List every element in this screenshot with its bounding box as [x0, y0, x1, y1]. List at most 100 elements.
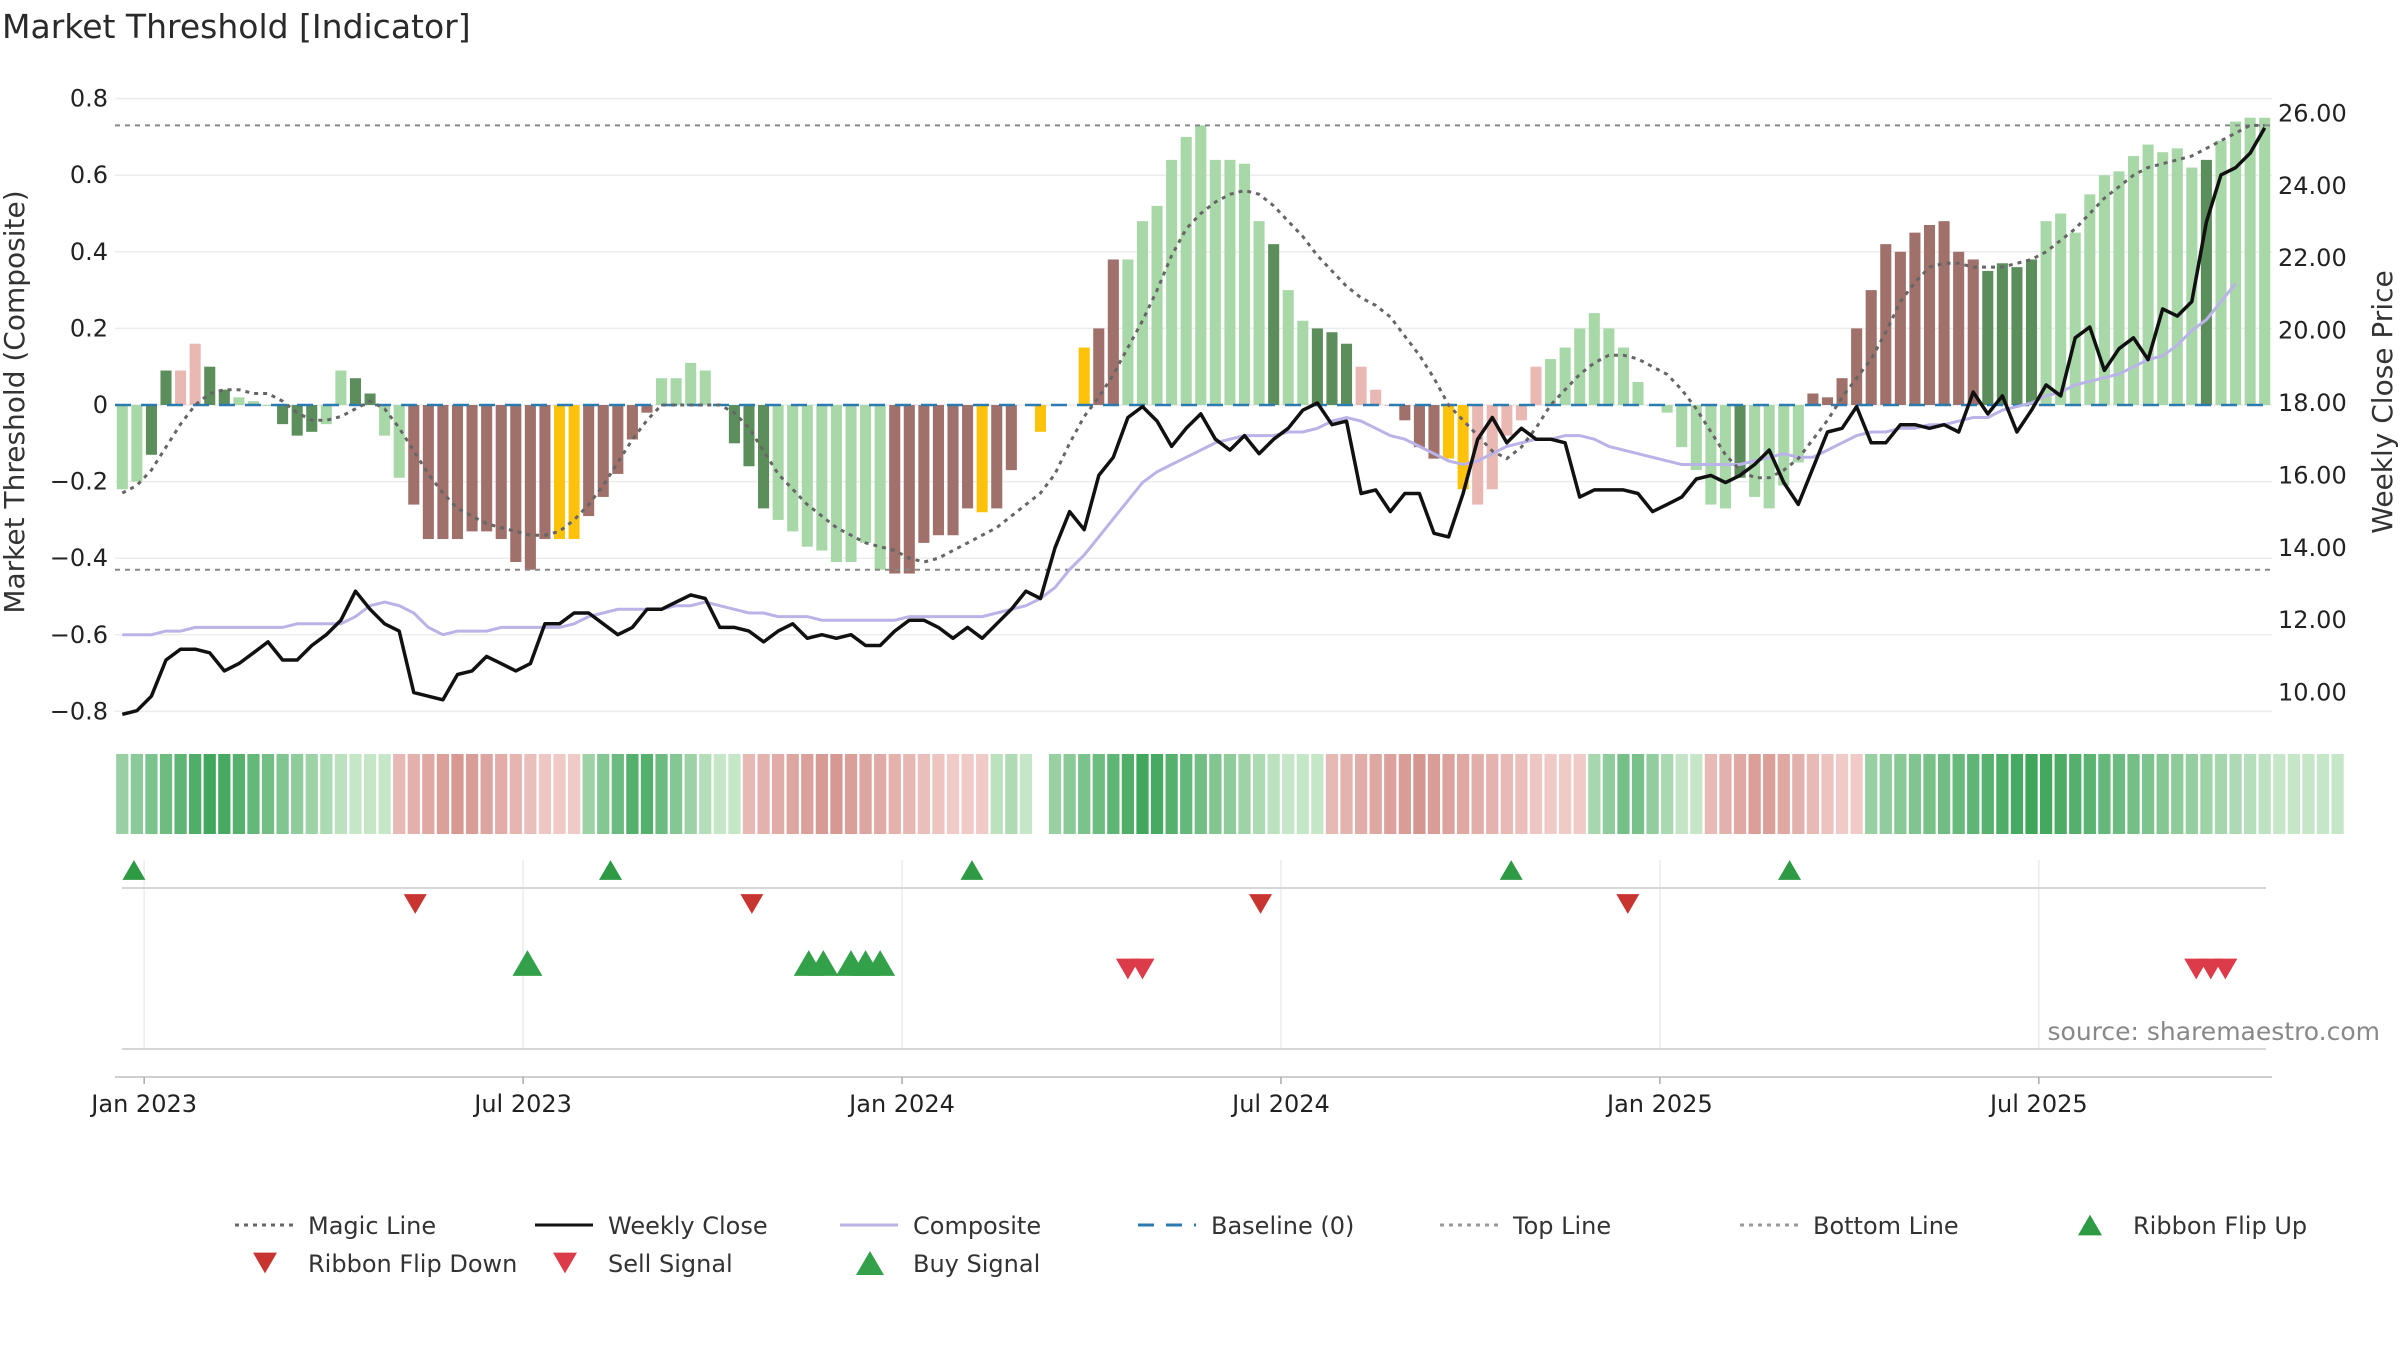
composite-bar — [1705, 405, 1717, 505]
legend-item: Composite — [840, 1212, 1041, 1240]
composite-bar — [1836, 378, 1848, 405]
ribbon-cell — [2200, 754, 2213, 834]
composite-bar — [1107, 259, 1119, 405]
composite-bar — [2113, 171, 2125, 405]
composite-bar — [1719, 405, 1732, 509]
ribbon-cell — [830, 754, 843, 834]
composite-bar — [874, 405, 886, 570]
ribbon-cell — [130, 754, 143, 834]
ribbon-cell — [713, 754, 726, 834]
composite-bar — [1209, 159, 1221, 405]
composite-bar — [1413, 405, 1425, 448]
composite-bar — [1807, 393, 1819, 405]
legend-label: Buy Signal — [913, 1250, 1040, 1278]
legend-label: Bottom Line — [1813, 1212, 1959, 1240]
composite-bar — [991, 405, 1003, 509]
composite-bar — [1603, 328, 1615, 405]
ribbon-cell — [189, 754, 202, 834]
composite-bar — [2084, 194, 2096, 405]
legend-label: Top Line — [1512, 1212, 1611, 1240]
ribbon-cell — [291, 754, 304, 834]
composite-bar — [218, 389, 230, 405]
left-tick-label: 0.8 — [70, 85, 108, 113]
ribbon-cell — [1092, 754, 1105, 834]
composite-bar — [466, 405, 478, 532]
composite-bar — [612, 405, 624, 474]
composite-bar — [1953, 251, 1965, 405]
ribbon-cell — [1005, 754, 1018, 834]
ribbon-cell — [1325, 754, 1339, 834]
ribbon-cell — [844, 754, 858, 834]
ribbon-cell — [1150, 754, 1164, 834]
composite-bar — [1530, 366, 1542, 405]
ribbon-cell — [1442, 754, 1455, 834]
ribbon-cell — [786, 754, 799, 834]
ribbon-cell — [1063, 754, 1076, 834]
composite-bar — [597, 405, 609, 497]
ribbon-cell — [1894, 754, 1907, 834]
ribbon-cell — [1602, 754, 1615, 834]
composite-bar — [1501, 405, 1513, 436]
composite-bar — [583, 405, 595, 517]
composite-bar — [2200, 159, 2212, 405]
ribbon-cell — [1704, 754, 1718, 834]
composite-bar — [1880, 244, 1892, 405]
composite-bar — [670, 378, 682, 405]
ribbon-cell — [1850, 754, 1863, 834]
ribbon-cell — [946, 754, 960, 834]
ribbon-cell — [1500, 754, 1513, 834]
ribbon-cell — [2039, 754, 2053, 834]
composite-bar — [277, 405, 289, 425]
composite-bar — [1180, 136, 1192, 405]
composite-bar — [1093, 328, 1105, 405]
ribbon-cell — [378, 754, 391, 834]
signal-panels — [115, 887, 2272, 1078]
ribbon-cell — [1908, 754, 1922, 834]
ribbon-cell — [2331, 754, 2344, 834]
ribbon-cell — [232, 754, 246, 834]
composite-bar — [1865, 290, 1877, 405]
buy-signal-marker — [512, 950, 543, 976]
composite-bar — [116, 405, 128, 490]
magic-line — [121, 123, 2265, 564]
composite-bar — [801, 405, 813, 547]
composite-bar — [291, 405, 303, 436]
ribbon-cell — [728, 754, 741, 834]
composite-bar — [787, 405, 799, 532]
ribbon-cell — [174, 754, 187, 834]
ribbon-cell — [582, 754, 595, 834]
sell-signal-marker — [2213, 958, 2238, 980]
source-note: source: sharemaestro.com — [2048, 1017, 2381, 1046]
right-tick-label: 16.00 — [2278, 461, 2347, 489]
composite-bar — [758, 405, 770, 509]
ribbon-cell — [1675, 754, 1688, 834]
ribbon-cell — [538, 754, 552, 834]
ribbon-cell — [1048, 754, 1062, 834]
ribbon-cell — [961, 754, 974, 834]
ribbon-cell — [436, 754, 450, 834]
composite-bar — [553, 405, 566, 540]
ribbon-cell — [611, 754, 624, 834]
ribbon-cell — [320, 754, 333, 834]
composite-bar — [932, 405, 944, 536]
ribbon-cell — [1515, 754, 1528, 834]
legend-label: Magic Line — [308, 1212, 436, 1240]
right-tick-label: 12.00 — [2278, 606, 2347, 634]
ribbon-cell — [1471, 754, 1484, 834]
composite-bar — [568, 405, 580, 540]
composite-bar — [1749, 405, 1761, 497]
legend-swatch — [2078, 1214, 2102, 1236]
composite-bar — [306, 405, 318, 432]
right-tick-label: 18.00 — [2278, 389, 2347, 417]
x-tick-label: Jul 2025 — [1988, 1090, 2088, 1118]
right-tick-label: 26.00 — [2278, 99, 2347, 127]
ribbon-cell — [1369, 754, 1382, 834]
chart-title: Market Threshold [Indicator] — [2, 7, 471, 46]
composite-bar — [1340, 343, 1353, 405]
composite-bar — [2186, 167, 2198, 405]
composite-bar — [889, 405, 901, 574]
composite-bar — [451, 405, 464, 540]
composite-bar — [772, 405, 784, 520]
left-tick-label: −0.6 — [50, 621, 108, 649]
ribbon-cell — [874, 754, 887, 834]
